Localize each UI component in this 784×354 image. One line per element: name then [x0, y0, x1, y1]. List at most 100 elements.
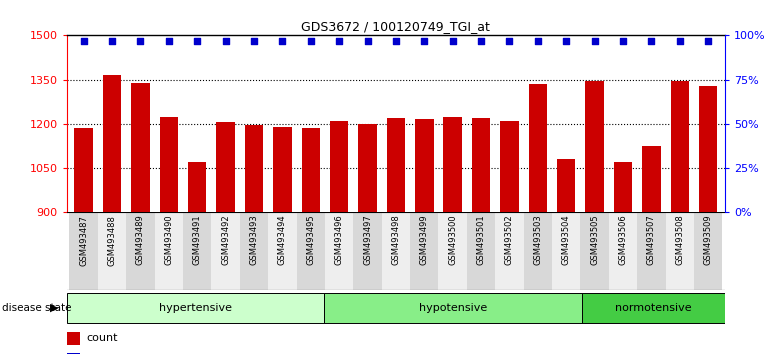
- Text: GSM493498: GSM493498: [391, 215, 401, 266]
- Bar: [387, 118, 405, 212]
- Bar: [126, 212, 154, 290]
- Bar: [325, 212, 354, 290]
- Bar: [330, 121, 348, 212]
- Point: [304, 38, 317, 44]
- Point: [503, 38, 516, 44]
- Text: GSM493500: GSM493500: [448, 215, 457, 266]
- Text: GSM493491: GSM493491: [193, 215, 201, 266]
- Point: [673, 38, 686, 44]
- Point: [390, 38, 402, 44]
- Text: GSM493502: GSM493502: [505, 215, 514, 266]
- Bar: [472, 118, 490, 212]
- Bar: [268, 212, 296, 290]
- Text: GSM493497: GSM493497: [363, 215, 372, 266]
- Bar: [296, 212, 325, 290]
- Point: [191, 38, 204, 44]
- Bar: [216, 122, 235, 212]
- Bar: [699, 86, 717, 212]
- Bar: [694, 212, 722, 290]
- Bar: [382, 212, 410, 290]
- Text: GSM493503: GSM493503: [533, 215, 543, 266]
- Bar: [609, 212, 637, 290]
- Point: [276, 38, 289, 44]
- Bar: [467, 212, 495, 290]
- Point: [78, 38, 90, 44]
- FancyBboxPatch shape: [325, 293, 582, 323]
- Bar: [302, 128, 320, 212]
- Text: GSM493508: GSM493508: [675, 215, 684, 266]
- Point: [588, 38, 601, 44]
- Text: GSM493489: GSM493489: [136, 215, 145, 266]
- Bar: [245, 125, 263, 212]
- Text: GSM493490: GSM493490: [165, 215, 173, 266]
- Text: GSM493501: GSM493501: [477, 215, 485, 266]
- Bar: [354, 212, 382, 290]
- Text: normotensive: normotensive: [615, 303, 692, 313]
- Bar: [524, 212, 552, 290]
- Point: [702, 38, 714, 44]
- Bar: [70, 212, 98, 290]
- Bar: [188, 162, 206, 212]
- Text: GSM493492: GSM493492: [221, 215, 230, 266]
- Bar: [637, 212, 666, 290]
- Bar: [240, 212, 268, 290]
- Bar: [495, 212, 524, 290]
- Text: ▶: ▶: [50, 303, 59, 313]
- Bar: [666, 212, 694, 290]
- Text: GSM493494: GSM493494: [278, 215, 287, 266]
- Bar: [444, 116, 462, 212]
- Bar: [212, 212, 240, 290]
- Text: hypotensive: hypotensive: [419, 303, 488, 313]
- Point: [106, 38, 118, 44]
- Text: hypertensive: hypertensive: [159, 303, 232, 313]
- Bar: [586, 81, 604, 212]
- Bar: [670, 81, 689, 212]
- Text: GSM493487: GSM493487: [79, 215, 88, 266]
- FancyBboxPatch shape: [582, 293, 725, 323]
- Point: [418, 38, 430, 44]
- Point: [361, 38, 374, 44]
- Point: [560, 38, 572, 44]
- FancyBboxPatch shape: [67, 293, 325, 323]
- Bar: [410, 212, 438, 290]
- Bar: [500, 121, 519, 212]
- Bar: [98, 212, 126, 290]
- Bar: [580, 212, 609, 290]
- Bar: [557, 159, 575, 212]
- Text: GSM493505: GSM493505: [590, 215, 599, 266]
- Bar: [415, 120, 434, 212]
- Bar: [67, 332, 80, 345]
- Bar: [358, 124, 377, 212]
- Point: [475, 38, 488, 44]
- Point: [532, 38, 544, 44]
- Point: [333, 38, 346, 44]
- Point: [220, 38, 232, 44]
- Bar: [614, 162, 632, 212]
- Point: [162, 38, 175, 44]
- Text: GSM493488: GSM493488: [107, 215, 117, 266]
- Text: GSM493507: GSM493507: [647, 215, 656, 266]
- Text: GSM493506: GSM493506: [619, 215, 627, 266]
- Text: GSM493496: GSM493496: [335, 215, 343, 266]
- Bar: [438, 212, 467, 290]
- Bar: [642, 146, 661, 212]
- Bar: [552, 212, 580, 290]
- Point: [446, 38, 459, 44]
- Bar: [154, 212, 183, 290]
- Bar: [74, 128, 93, 212]
- Bar: [528, 84, 547, 212]
- Text: count: count: [86, 333, 118, 343]
- Point: [134, 38, 147, 44]
- Text: disease state: disease state: [2, 303, 71, 313]
- Point: [248, 38, 260, 44]
- Bar: [183, 212, 212, 290]
- Text: GSM493495: GSM493495: [307, 215, 315, 266]
- Title: GDS3672 / 100120749_TGI_at: GDS3672 / 100120749_TGI_at: [302, 20, 490, 33]
- Point: [617, 38, 630, 44]
- Bar: [103, 75, 122, 212]
- Bar: [160, 116, 178, 212]
- Bar: [67, 353, 80, 354]
- Text: GSM493504: GSM493504: [562, 215, 571, 266]
- Point: [645, 38, 658, 44]
- Text: GSM493499: GSM493499: [419, 215, 429, 266]
